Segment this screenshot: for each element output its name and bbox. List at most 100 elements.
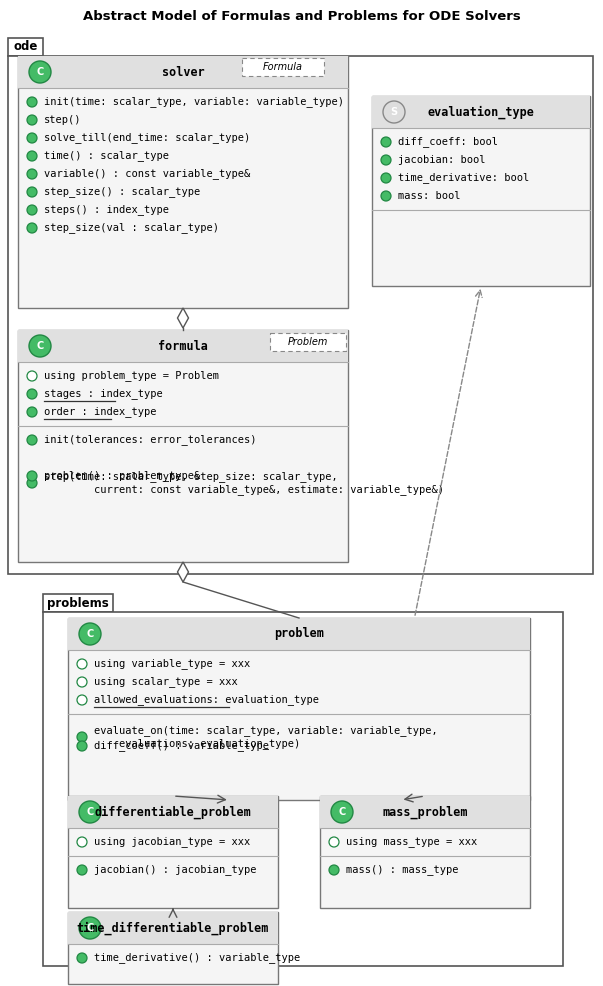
Text: problems: problems xyxy=(47,597,109,609)
Text: C: C xyxy=(36,67,43,77)
Polygon shape xyxy=(43,594,113,612)
Bar xyxy=(68,796,278,908)
Circle shape xyxy=(77,732,87,742)
Circle shape xyxy=(27,223,37,233)
Circle shape xyxy=(27,97,37,107)
Polygon shape xyxy=(177,308,189,328)
Text: step_size(val : scalar_type): step_size(val : scalar_type) xyxy=(44,223,219,234)
Circle shape xyxy=(381,137,391,147)
Circle shape xyxy=(331,801,353,823)
Text: mass() : mass_type: mass() : mass_type xyxy=(346,865,458,876)
Polygon shape xyxy=(177,562,189,582)
Circle shape xyxy=(77,677,87,687)
Bar xyxy=(68,618,530,650)
Text: C: C xyxy=(86,807,93,817)
Circle shape xyxy=(79,623,101,645)
Text: solver: solver xyxy=(162,65,204,79)
Text: jacobian: bool: jacobian: bool xyxy=(398,155,485,165)
Text: mass: bool: mass: bool xyxy=(398,191,461,201)
Circle shape xyxy=(79,801,101,823)
Bar xyxy=(43,612,563,966)
Text: time_derivative: bool: time_derivative: bool xyxy=(398,173,529,183)
Circle shape xyxy=(27,478,37,488)
Bar xyxy=(68,912,278,984)
Circle shape xyxy=(27,187,37,197)
Bar xyxy=(372,96,590,286)
Circle shape xyxy=(27,407,37,417)
Circle shape xyxy=(27,133,37,143)
Text: Problem: Problem xyxy=(288,337,328,347)
Text: S: S xyxy=(390,107,397,117)
Circle shape xyxy=(27,205,37,215)
Bar xyxy=(8,56,593,574)
Circle shape xyxy=(381,155,391,165)
Text: variable() : const variable_type&: variable() : const variable_type& xyxy=(44,169,250,179)
Text: evaluation_type: evaluation_type xyxy=(428,106,534,118)
Bar xyxy=(242,58,324,76)
Bar xyxy=(68,796,278,828)
Text: C: C xyxy=(86,923,93,933)
Text: mass_problem: mass_problem xyxy=(382,806,468,818)
Text: step_size() : scalar_type: step_size() : scalar_type xyxy=(44,186,200,197)
Text: using problem_type = Problem: using problem_type = Problem xyxy=(44,371,219,382)
Circle shape xyxy=(27,371,37,381)
Text: C: C xyxy=(338,807,346,817)
Circle shape xyxy=(329,837,339,847)
Bar xyxy=(68,618,530,800)
Text: solve_till(end_time: scalar_type): solve_till(end_time: scalar_type) xyxy=(44,132,250,143)
Circle shape xyxy=(79,917,101,939)
Circle shape xyxy=(381,191,391,201)
Circle shape xyxy=(27,151,37,161)
Circle shape xyxy=(27,169,37,179)
Circle shape xyxy=(27,471,37,481)
Text: using variable_type = xxx: using variable_type = xxx xyxy=(94,659,250,669)
Text: ode: ode xyxy=(13,40,37,53)
Text: differentiable_problem: differentiable_problem xyxy=(95,806,251,818)
Text: jacobian() : jacobian_type: jacobian() : jacobian_type xyxy=(94,865,256,876)
Bar xyxy=(18,56,348,308)
Text: using scalar_type = xxx: using scalar_type = xxx xyxy=(94,676,238,687)
Bar xyxy=(320,796,530,908)
Text: problem() : problem_type&: problem() : problem_type& xyxy=(44,470,200,481)
Circle shape xyxy=(77,953,87,963)
Circle shape xyxy=(383,101,405,123)
Text: step(): step() xyxy=(44,115,81,125)
Text: steps() : index_type: steps() : index_type xyxy=(44,204,169,216)
Bar xyxy=(372,96,590,128)
Circle shape xyxy=(381,173,391,183)
Text: time_differentiable_problem: time_differentiable_problem xyxy=(77,921,269,935)
Text: stages : index_type: stages : index_type xyxy=(44,388,163,399)
Text: step(time: scalar_type, step_size: scalar_type,
        current: const variable_: step(time: scalar_type, step_size: scala… xyxy=(44,471,444,495)
Circle shape xyxy=(77,837,87,847)
Text: evaluate_on(time: scalar_type, variable: variable_type,
    evaluations: evaluat: evaluate_on(time: scalar_type, variable:… xyxy=(94,725,438,749)
Text: time_derivative() : variable_type: time_derivative() : variable_type xyxy=(94,952,300,963)
Bar xyxy=(18,330,348,362)
Text: Abstract Model of Formulas and Problems for ODE Solvers: Abstract Model of Formulas and Problems … xyxy=(83,10,520,23)
Text: using mass_type = xxx: using mass_type = xxx xyxy=(346,836,477,847)
Text: init(time: scalar_type, variable: variable_type): init(time: scalar_type, variable: variab… xyxy=(44,97,344,107)
Text: time() : scalar_type: time() : scalar_type xyxy=(44,151,169,162)
Circle shape xyxy=(29,61,51,83)
Circle shape xyxy=(77,865,87,875)
Circle shape xyxy=(77,659,87,669)
Circle shape xyxy=(27,115,37,125)
Bar xyxy=(18,330,348,562)
Circle shape xyxy=(27,435,37,445)
Text: formula: formula xyxy=(158,339,208,353)
Bar xyxy=(18,56,348,88)
Bar xyxy=(270,333,346,351)
Text: allowed_evaluations: evaluation_type: allowed_evaluations: evaluation_type xyxy=(94,694,319,705)
Circle shape xyxy=(329,865,339,875)
Text: order : index_type: order : index_type xyxy=(44,406,157,417)
Text: problem: problem xyxy=(274,627,324,641)
Circle shape xyxy=(29,335,51,357)
Circle shape xyxy=(77,695,87,705)
Text: diff_coeff: bool: diff_coeff: bool xyxy=(398,136,498,148)
Text: C: C xyxy=(36,341,43,351)
Text: Formula: Formula xyxy=(263,62,303,72)
Text: diff_coeff() : variable_type: diff_coeff() : variable_type xyxy=(94,740,269,751)
Bar xyxy=(320,796,530,828)
Bar xyxy=(68,912,278,944)
Text: using jacobian_type = xxx: using jacobian_type = xxx xyxy=(94,836,250,847)
Circle shape xyxy=(77,741,87,751)
